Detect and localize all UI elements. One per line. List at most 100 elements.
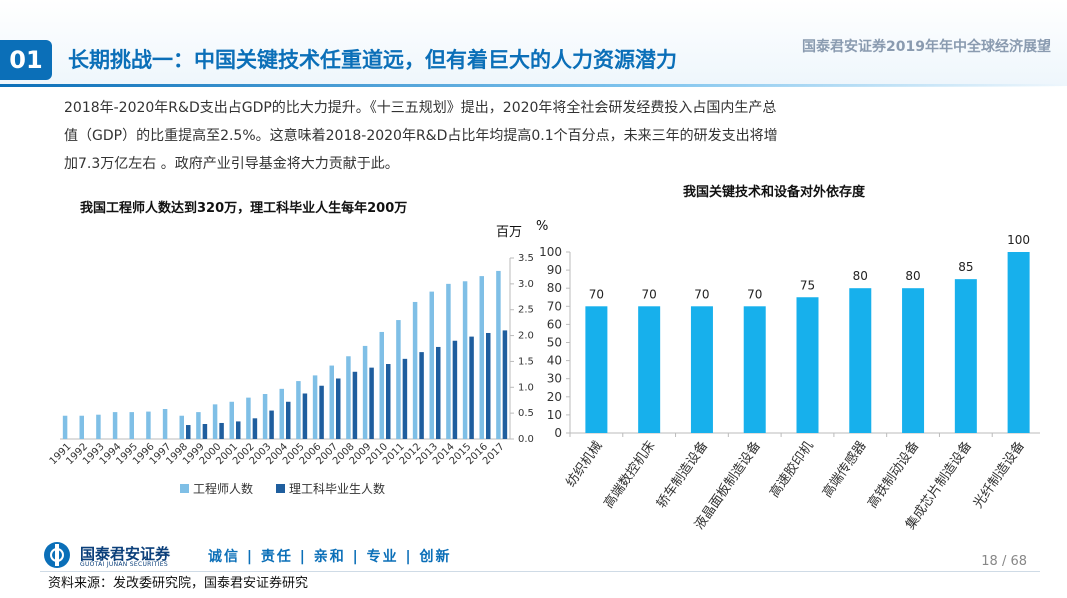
x-tick-label: 高端数控机床 (601, 438, 659, 511)
dependence-bar (954, 279, 977, 433)
data-label: 70 (642, 287, 657, 301)
y-tick-label: 60 (547, 317, 562, 331)
y-tick-label: 2.5 (518, 305, 534, 316)
intro-line: 值（GDP）的比重提高至2.5%。这意味着2018-2020年R&D占比年均提高… (64, 128, 778, 144)
dependence-bar (902, 288, 925, 433)
y-tick-label: 10 (547, 408, 562, 422)
graduate-bar (502, 330, 508, 439)
dependence-bar (849, 288, 872, 433)
engineer-bar (496, 270, 501, 439)
graduate-bar (269, 410, 274, 439)
footer-brand-name-en: GUOTAI JUNAN SECURITIES (80, 561, 168, 568)
engineer-bar (362, 345, 368, 439)
engineer-bar (446, 283, 451, 439)
engineer-bar (212, 404, 218, 439)
y-tick-label: 80 (547, 281, 562, 295)
engineer-bar (412, 301, 418, 439)
y-tick-label: 20 (547, 390, 562, 404)
data-label: 70 (589, 287, 604, 301)
engineer-bar (96, 414, 101, 439)
dependence-bar (1007, 252, 1030, 433)
graduate-bar (419, 352, 424, 439)
engineer-bar (129, 412, 134, 439)
y-unit-label: 百万 (496, 225, 522, 240)
engineer-bar (196, 412, 201, 439)
graduate-bar (236, 421, 241, 439)
engineer-bar (246, 397, 251, 439)
y-tick-label: 0 (554, 426, 562, 440)
footer-brand-name: 国泰君安证券 (80, 545, 171, 563)
engineer-chart-title: 我国工程师人数达到320万，理工科毕业人生每年200万 (80, 201, 408, 216)
engineer-bar (146, 411, 151, 439)
intro-line: 加7.3万亿左右 。政府产业引导基金将大力贡献于此。 (64, 156, 399, 172)
x-tick-label: 轿车制造设备 (653, 438, 711, 511)
graduate-bar (219, 422, 224, 439)
graduate-bar (436, 346, 441, 439)
engineer-bar (179, 415, 184, 439)
graduate-bar (186, 425, 191, 439)
engineer-bar (396, 320, 401, 439)
source-note: 资料来源：发改委研究院，国泰君安证券研究 (48, 576, 309, 591)
graduate-bar (469, 336, 474, 439)
engineer-bar (379, 331, 384, 439)
graduate-bar (286, 401, 291, 439)
y-tick-label: 1.0 (518, 382, 534, 393)
data-label: 100 (1007, 233, 1030, 247)
engineer-bar (329, 365, 334, 439)
y-tick-label: 90 (547, 263, 562, 277)
graduate-bar (319, 385, 324, 439)
engineer-bar (296, 381, 301, 439)
header-band (0, 0, 1067, 86)
page-number: 18 / 68 (981, 554, 1027, 569)
graduate-bar (486, 332, 491, 439)
engineer-chart: 0.00.51.01.52.02.53.03.5百万19911992199319… (48, 225, 534, 496)
legend-swatch-engineer (180, 484, 189, 493)
y-tick-label: 3.5 (518, 253, 534, 264)
footer-slogan: 诚信 | 责任 | 亲和 | 专业 | 创新 (208, 549, 452, 565)
engineer-bar (79, 415, 84, 439)
graduate-bar (386, 364, 391, 439)
engineer-bar (62, 415, 68, 439)
y-tick-label: 50 (547, 336, 562, 350)
x-tick-label: 光纤制造设备 (970, 438, 1028, 511)
y-tick-label: 40 (547, 354, 562, 368)
data-label: 70 (747, 287, 762, 301)
y-tick-label: 0.0 (518, 434, 534, 445)
graduate-bar (252, 418, 258, 439)
y-tick-label: 70 (547, 299, 562, 313)
graduate-bar (202, 424, 208, 439)
y-tick-label: 1.5 (518, 356, 534, 367)
data-label: 85 (958, 260, 973, 274)
engineer-bar (346, 356, 351, 439)
graduate-bar (402, 358, 408, 439)
data-label: 75 (800, 278, 815, 292)
footer-divider (40, 571, 1040, 572)
engineer-bar (312, 375, 318, 439)
graduate-bar (352, 371, 358, 439)
x-tick-label: 高铁制动设备 (864, 438, 922, 511)
x-tick-label: 高速胶印机 (766, 438, 816, 500)
graduate-bar (452, 340, 458, 439)
legend-swatch-graduate (276, 484, 285, 493)
y-tick-label: 3.0 (518, 279, 534, 290)
header-accent-line (0, 84, 1067, 87)
data-label: 70 (694, 287, 709, 301)
engineer-bar (229, 401, 234, 439)
dependence-bar (638, 306, 661, 433)
engineer-bar (429, 291, 434, 439)
data-label: 80 (853, 269, 868, 283)
dependence-bar (796, 297, 819, 433)
engineer-bar (279, 388, 284, 439)
x-tick-label: 纺织机械 (564, 439, 606, 490)
engineer-bar (462, 281, 468, 439)
x-tick-label: 高端传感器 (819, 438, 869, 500)
dependence-bar (743, 306, 766, 433)
dependence-chart-title: 我国关键技术和设备对外依存度 (683, 185, 866, 200)
y-tick-label: 100 (539, 245, 562, 259)
y-tick-label: 2.0 (518, 331, 534, 342)
y-tick-label: 30 (547, 372, 562, 386)
slide-title: 长期挑战一：中国关键技术任重道远，但有着巨大的人力资源潜力 (68, 48, 677, 72)
dependence-bar (585, 306, 608, 433)
section-number-badge: 01 (0, 40, 52, 80)
report-title: 国泰君安证券2019年年中全球经济展望 (802, 39, 1051, 55)
